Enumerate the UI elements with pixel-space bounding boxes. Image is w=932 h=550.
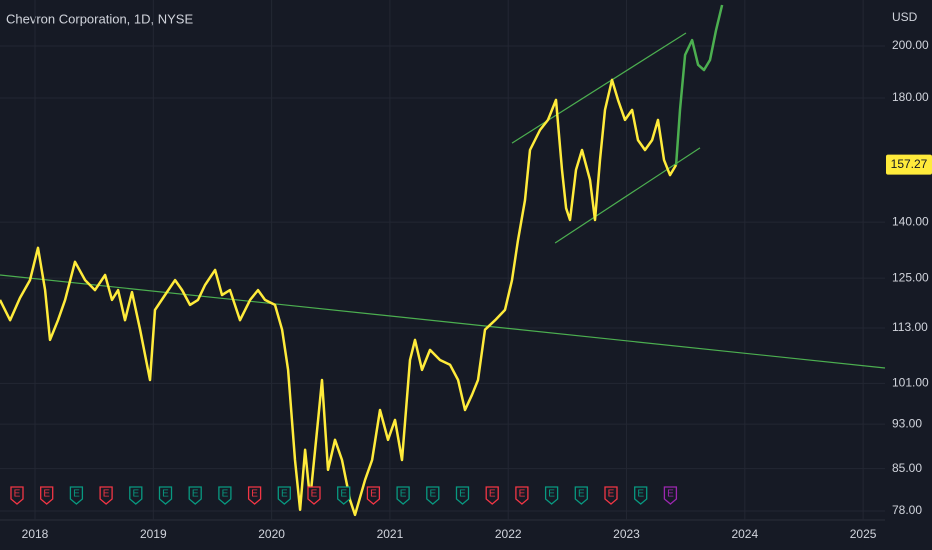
earnings-letter: E [103,489,110,500]
earnings-icon [663,486,678,505]
x-tick-label: 2023 [613,527,640,541]
last-price-box [886,154,932,175]
earnings-icon [69,486,84,505]
earnings-letter: E [340,489,347,500]
y-tick-label: 125.00 [892,270,929,284]
earnings-icon [10,486,24,505]
x-tick-label: 2024 [731,527,758,541]
earnings-icon [99,486,113,505]
y-tick-label: 180.00 [892,90,929,104]
earnings-icon [366,486,381,505]
earnings-letter: E [222,489,229,500]
earnings-letter: E [578,489,585,500]
earnings-letter: E [519,489,526,500]
earnings-letter: E [14,489,21,500]
x-tick-label: 2020 [258,527,285,541]
earnings-icon [396,486,410,505]
earnings-letter: E [73,489,80,500]
last-price-label: 157.27 [891,157,928,171]
earnings-letter: E [162,489,169,500]
earnings-letter: E [459,489,466,500]
trendline [0,274,886,369]
earnings-icon [544,486,559,505]
earnings-letter: E [370,489,377,500]
earnings-icon [455,486,470,505]
earnings-icon [40,486,54,505]
x-tick-label: 2021 [377,527,404,541]
earnings-letter: E [251,489,258,500]
earnings-letter: E [192,489,199,500]
earnings-letter: E [311,489,318,500]
earnings-letter: E [637,489,644,500]
y-tick-label: 78.00 [892,503,922,517]
earnings-icon [337,486,351,505]
earnings-letter: E [429,489,436,500]
x-tick-label: 2018 [22,527,49,541]
earnings-letter: E [667,489,674,500]
trendline [511,32,687,144]
x-tick-label: 2019 [140,527,167,541]
y-tick-label: 85.00 [892,461,922,475]
earnings-icon [307,486,321,505]
x-tick-label: 2022 [495,527,522,541]
earnings-letter: E [489,489,496,500]
earnings-icon [188,486,202,505]
earnings-icon [485,486,499,505]
y-tick-label: 101.00 [892,376,929,390]
earnings-letter: E [548,489,555,500]
price-line [0,78,678,517]
earnings-letter: E [400,489,407,500]
earnings-icon [574,486,588,505]
currency-label: USD [892,10,918,24]
earnings-icon [426,486,440,505]
chart-title: Chevron Corporation, 1D, NYSE [6,11,193,26]
earnings-icon [247,486,262,505]
earnings-letter: E [281,489,288,500]
earnings-letter: E [43,489,50,500]
earnings-letter: E [132,489,139,500]
earnings-letter: E [608,489,615,500]
earnings-icon [515,486,529,505]
earnings-icon [158,486,173,505]
earnings-icon [218,486,232,505]
earnings-icon [129,486,143,505]
price-line [674,4,724,165]
x-tick-label: 2025 [850,527,877,541]
earnings-icon [604,486,618,505]
y-tick-label: 140.00 [892,214,929,228]
earnings-icon [277,486,291,505]
y-tick-label: 200.00 [892,38,929,52]
earnings-icon [634,486,648,505]
y-tick-label: 113.00 [892,320,928,334]
y-tick-label: 93.00 [892,416,922,430]
